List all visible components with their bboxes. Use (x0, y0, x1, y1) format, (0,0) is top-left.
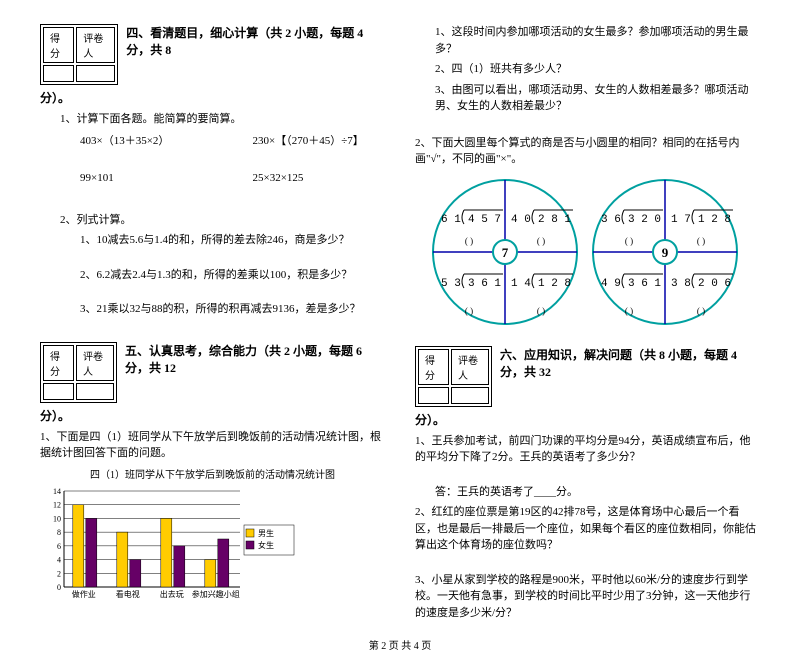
svg-text:4 9: 4 9 (601, 278, 621, 290)
svg-text:12: 12 (53, 500, 61, 509)
svg-text:9: 9 (662, 245, 669, 260)
q1-c: 99×101 (80, 172, 213, 184)
q2-1: 1、10减去5.6与1.4的和，所得的差去除246，商是多少？ (40, 232, 385, 249)
svg-text:( ): ( ) (697, 236, 705, 246)
svg-text:看电视: 看电视 (116, 589, 140, 599)
sec5-r2: 2、四（1）班共有多少人？ (415, 61, 760, 78)
svg-text:14: 14 (53, 487, 61, 496)
section-6-header: 得分 评卷人 六、应用知识，解决问题（共 8 小题，每题 4 分，共 32 (415, 346, 760, 407)
q1-head: 1、计算下面各题。能简算的要简算。 (40, 111, 385, 128)
svg-text:10: 10 (53, 514, 61, 523)
sec6-q3: 3、小星从家到学校的路程是900米，平时他以60米/分的速度步行到学校。一天他有… (415, 572, 760, 622)
sec5-r3: 3、由图可以看出，哪项活动男、女生的人数相差最多？哪项活动男、女生的人数相差最少… (415, 82, 760, 115)
svg-text:3 6 1: 3 6 1 (628, 278, 661, 290)
sec5-q2: 2、下面大圆里每个算式的商是否与小圆里的相同？相同的在括号内画"√"，不同的画"… (415, 135, 760, 168)
section-5-header: 得分 评卷人 五、认真思考，综合能力（共 2 小题，每题 6 分，共 12 (40, 342, 385, 403)
svg-text:2 0 6: 2 0 6 (698, 278, 731, 290)
score-label: 得分 (418, 349, 449, 385)
q1-b: 230×【（270＋45）÷7】 (253, 132, 386, 148)
grader-label: 评卷人 (76, 345, 114, 381)
sec6-q1: 1、王兵参加考试，前四门功课的平均分是94分，英语成绩宣布后，他的平均分下降了2… (415, 433, 760, 466)
svg-text:3 2 0: 3 2 0 (628, 214, 661, 226)
section-6-title: 六、应用知识，解决问题（共 8 小题，每题 4 分，共 32 (500, 346, 760, 380)
grader-label: 评卷人 (76, 27, 115, 63)
page-columns: 得分 评卷人 四、看清题目，细心计算（共 2 小题，每题 4 分，共 8 分）。… (40, 20, 760, 625)
svg-text:4 0: 4 0 (511, 214, 531, 226)
svg-text:3 8: 3 8 (671, 278, 691, 290)
svg-text:( ): ( ) (537, 236, 545, 246)
sec5-q1: 1、下面是四（1）班同学从下午放学后到晚饭前的活动情况统计图，根据统计图回答下面… (40, 429, 385, 462)
q1-row2: 99×101 25×32×125 (40, 172, 385, 184)
svg-text:6: 6 (57, 541, 61, 550)
left-column: 得分 评卷人 四、看清题目，细心计算（共 2 小题，每题 4 分，共 8 分）。… (40, 20, 385, 625)
bar-chart: 0 2 4 6 8 10 12 14 做作业 看电视 出去玩参加兴趣小组 男生女生 (40, 485, 300, 605)
svg-text:4: 4 (57, 555, 61, 564)
svg-text:7: 7 (502, 245, 509, 260)
q2-head: 2、列式计算。 (40, 212, 385, 229)
q1-d: 25×32×125 (253, 172, 386, 184)
page-footer: 第 2 页 共 4 页 (40, 637, 760, 652)
q1-a: 403×（13＋35×2） (80, 132, 213, 148)
svg-text:( ): ( ) (465, 306, 473, 316)
svg-text:2: 2 (57, 569, 61, 578)
q2-2: 2、6.2减去2.4与1.3的和，所得的差乘以100，积是多少？ (40, 267, 385, 284)
svg-text:4 5 7: 4 5 7 (468, 214, 501, 226)
svg-text:1 2 8: 1 2 8 (538, 278, 571, 290)
svg-text:( ): ( ) (625, 306, 633, 316)
sec6-q2: 2、红红的座位票是第19区的42排78号，这是体育场中心最后一个看区，也是最后一… (415, 504, 760, 554)
q2-3: 3、21乘以32与88的积，所得的积再减去9136，差是多少？ (40, 301, 385, 318)
svg-text:1 4: 1 4 (511, 278, 531, 290)
svg-text:出去玩: 出去玩 (160, 589, 184, 599)
section-5-title: 五、认真思考，综合能力（共 2 小题，每题 6 分，共 12 (125, 342, 385, 376)
svg-text:( ): ( ) (625, 236, 633, 246)
section-4-header: 得分 评卷人 四、看清题目，细心计算（共 2 小题，每题 4 分，共 8 (40, 24, 385, 85)
svg-text:男生: 男生 (258, 528, 274, 538)
score-box-5: 得分 评卷人 (40, 342, 117, 403)
circles-diagram: 7 6 1 4 5 7 4 0 2 8 1 5 3 3 6 1 1 4 1 2 8 ( ) ( ) (… (415, 172, 755, 332)
q1-row1: 403×（13＋35×2） 230×【（270＋45）÷7】 (40, 132, 385, 148)
svg-text:做作业: 做作业 (72, 589, 96, 599)
score-box-6: 得分 评卷人 (415, 346, 492, 407)
section-4-title: 四、看清题目，细心计算（共 2 小题，每题 4 分，共 8 (126, 24, 385, 58)
grader-label: 评卷人 (451, 349, 489, 385)
score-blank (43, 65, 74, 82)
svg-text:1 7: 1 7 (671, 214, 691, 226)
sec6-ans1: 答：王兵的英语考了____分。 (415, 484, 760, 501)
svg-text:参加兴趣小组: 参加兴趣小组 (192, 589, 240, 599)
svg-text:6 1: 6 1 (441, 214, 461, 226)
section-6-title-cont: 分）。 (415, 413, 445, 427)
score-label: 得分 (43, 345, 74, 381)
svg-text:( ): ( ) (537, 306, 545, 316)
right-column: 1、这段时间内参加哪项活动的女生最多？参加哪项活动的男生最多？ 2、四（1）班共… (415, 20, 760, 625)
chart-title: 四（1）班同学从下午放学后到晚饭前的活动情况统计图 (40, 468, 385, 483)
svg-text:1 2 8: 1 2 8 (698, 214, 731, 226)
svg-text:8: 8 (57, 528, 61, 537)
svg-text:3 6 1: 3 6 1 (468, 278, 501, 290)
svg-text:0: 0 (57, 583, 61, 592)
svg-text:2 8 1: 2 8 1 (538, 214, 571, 226)
svg-text:( ): ( ) (465, 236, 473, 246)
svg-text:( ): ( ) (697, 306, 705, 316)
svg-text:女生: 女生 (258, 540, 274, 550)
svg-text:3 6: 3 6 (601, 214, 621, 226)
score-label: 得分 (43, 27, 74, 63)
score-box: 得分 评卷人 (40, 24, 118, 85)
section-5-title-cont: 分）。 (40, 409, 70, 423)
sec5-r1: 1、这段时间内参加哪项活动的女生最多？参加哪项活动的男生最多？ (415, 24, 760, 57)
section-4-title-cont: 分）。 (40, 91, 70, 105)
svg-text:5 3: 5 3 (441, 278, 461, 290)
grader-blank (76, 65, 115, 82)
